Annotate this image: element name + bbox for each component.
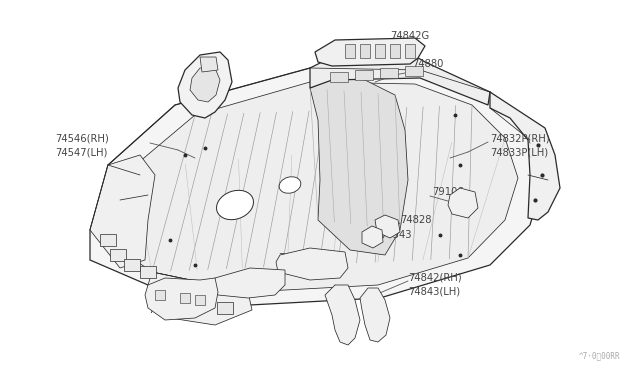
Polygon shape	[490, 92, 560, 220]
Polygon shape	[90, 155, 155, 268]
Polygon shape	[100, 234, 116, 246]
Text: 74514: 74514	[148, 305, 180, 315]
Polygon shape	[212, 268, 285, 298]
Polygon shape	[405, 66, 423, 76]
Polygon shape	[360, 44, 370, 58]
Polygon shape	[315, 38, 425, 66]
Text: 74543: 74543	[380, 230, 412, 240]
Polygon shape	[448, 188, 478, 218]
Text: 74842(RH): 74842(RH)	[408, 273, 461, 283]
Text: 74843(LH): 74843(LH)	[408, 287, 460, 297]
Polygon shape	[178, 52, 232, 118]
Text: ^7·0：00RR: ^7·0：00RR	[579, 351, 620, 360]
Polygon shape	[200, 57, 218, 72]
Polygon shape	[362, 226, 383, 248]
Polygon shape	[145, 278, 218, 320]
Polygon shape	[380, 68, 398, 78]
Text: 74884: 74884	[278, 253, 309, 263]
Polygon shape	[330, 72, 348, 82]
Polygon shape	[180, 293, 190, 303]
Polygon shape	[167, 292, 183, 304]
Polygon shape	[217, 302, 233, 314]
Polygon shape	[155, 290, 165, 300]
Polygon shape	[375, 215, 400, 238]
Text: 79106: 79106	[432, 187, 464, 197]
Ellipse shape	[216, 190, 253, 220]
Polygon shape	[110, 249, 126, 261]
Polygon shape	[276, 248, 348, 280]
Polygon shape	[345, 44, 355, 58]
Text: 74546(RH): 74546(RH)	[55, 133, 109, 143]
Text: 74832P(RH): 74832P(RH)	[490, 133, 550, 143]
Polygon shape	[310, 56, 490, 105]
Polygon shape	[124, 259, 140, 271]
Polygon shape	[355, 70, 373, 80]
Ellipse shape	[279, 177, 301, 193]
Polygon shape	[310, 78, 408, 255]
Polygon shape	[192, 297, 208, 309]
Polygon shape	[360, 288, 390, 342]
Polygon shape	[375, 44, 385, 58]
Text: 74828: 74828	[400, 215, 431, 225]
Text: 74547(LH): 74547(LH)	[55, 147, 108, 157]
Polygon shape	[405, 44, 415, 58]
Text: 74880: 74880	[412, 59, 444, 69]
Polygon shape	[195, 295, 205, 305]
Text: 74870: 74870	[232, 285, 264, 295]
Polygon shape	[118, 82, 518, 292]
Polygon shape	[90, 68, 545, 305]
Polygon shape	[325, 285, 360, 345]
Polygon shape	[390, 44, 400, 58]
Polygon shape	[140, 266, 156, 278]
Text: 74833P(LH): 74833P(LH)	[490, 147, 548, 157]
Text: 74842G: 74842G	[390, 31, 429, 41]
Polygon shape	[190, 68, 220, 102]
Polygon shape	[148, 272, 252, 325]
